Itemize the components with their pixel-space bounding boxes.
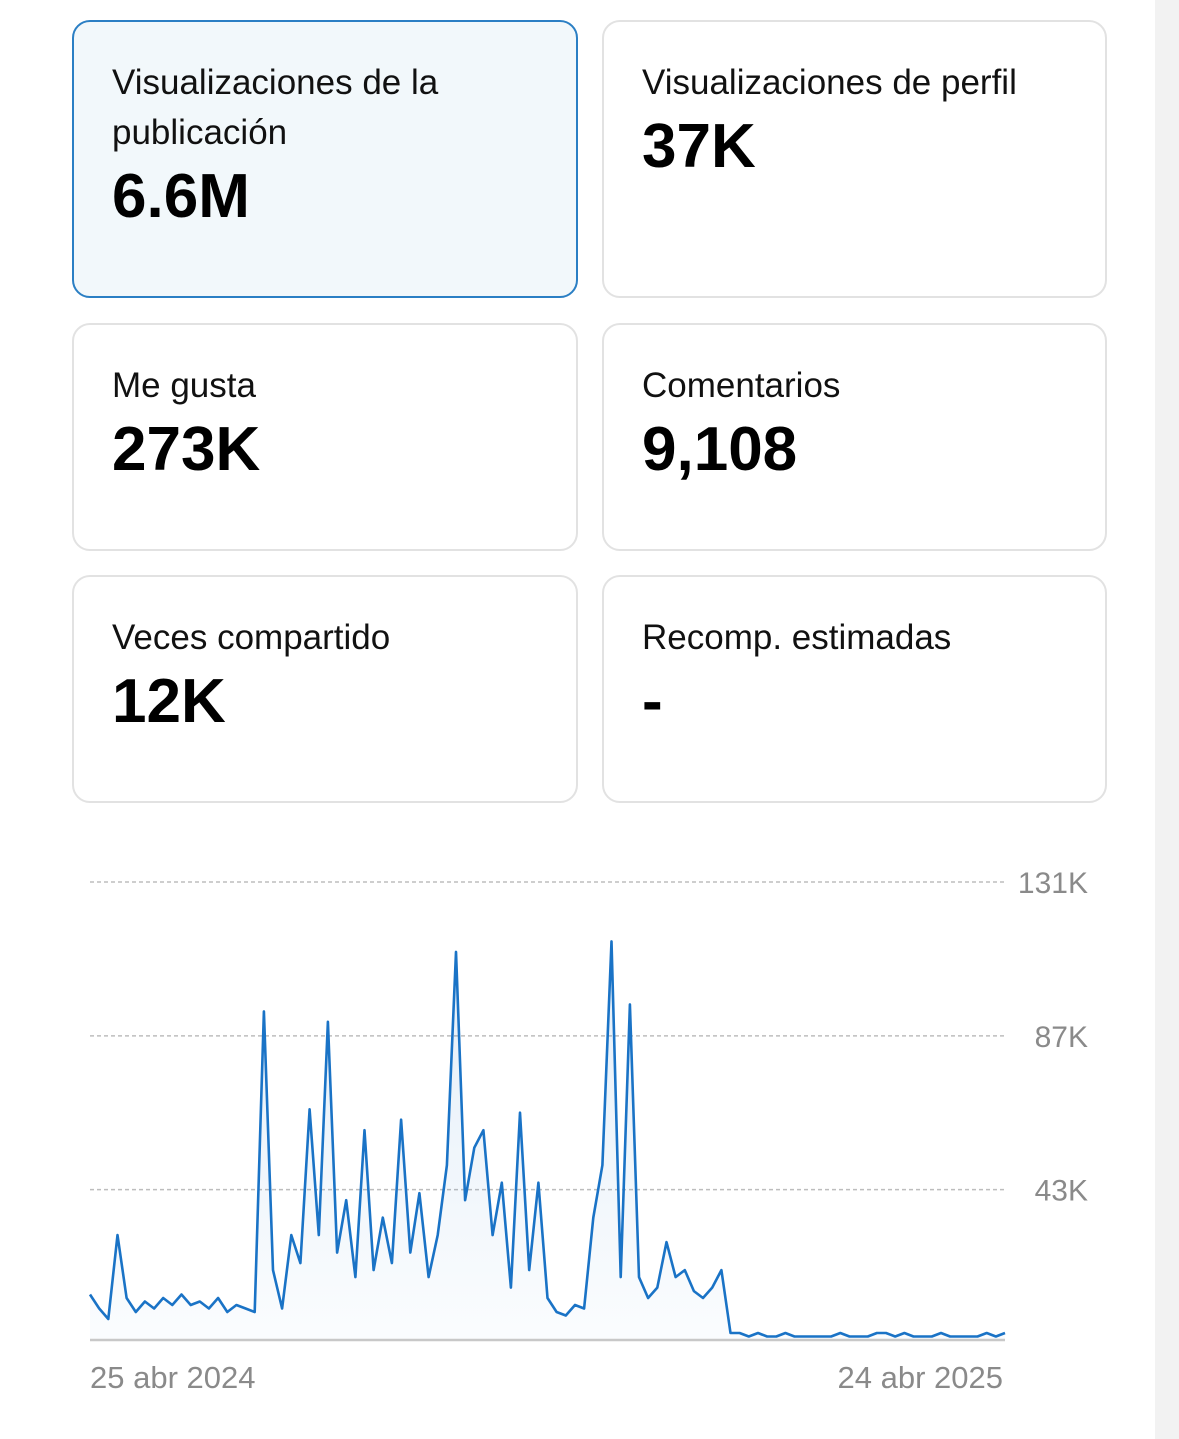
metric-card[interactable]: Me gusta 273K: [72, 323, 578, 551]
metric-value: 6.6M: [112, 162, 250, 231]
chart: 43K 87K 131K 25 abr 2024 24 abr 2025: [88, 867, 1088, 1395]
metric-value: 9,108: [642, 415, 798, 484]
scroll-strip: [1155, 0, 1179, 1439]
y-tick-label: 43K: [1035, 1175, 1088, 1208]
metric-label: Comentarios: [642, 366, 841, 405]
metric-label: Visualizaciones de la publicación: [112, 63, 439, 152]
line-area: [90, 941, 1005, 1340]
x-tick-label: 25 abr 2024: [90, 1360, 255, 1395]
metric-card[interactable]: Comentarios 9,108: [602, 323, 1107, 551]
line-series: [88, 940, 1006, 1338]
x-tick-label: 24 abr 2025: [838, 1360, 1003, 1395]
metric-card[interactable]: Visualizaciones de perfil 37K: [602, 20, 1107, 298]
metric-label: Me gusta: [112, 366, 256, 405]
metric-label: Recomp. estimadas: [642, 618, 952, 657]
y-tick-label: 131K: [1018, 867, 1088, 900]
y-tick-label: 87K: [1035, 1021, 1088, 1054]
metric-label: Veces compartido: [112, 618, 391, 657]
metric-value: 37K: [642, 112, 756, 181]
metric-label: Visualizaciones de perfil: [642, 63, 1017, 102]
metric-card[interactable]: Visualizaciones de la publicación 6.6M: [72, 20, 578, 298]
metric-card[interactable]: Veces compartido 12K: [72, 575, 578, 803]
metric-value: -: [642, 667, 663, 736]
metric-value: 273K: [112, 415, 261, 484]
metric-value: 12K: [112, 667, 226, 736]
metric-card[interactable]: Recomp. estimadas -: [602, 575, 1107, 803]
